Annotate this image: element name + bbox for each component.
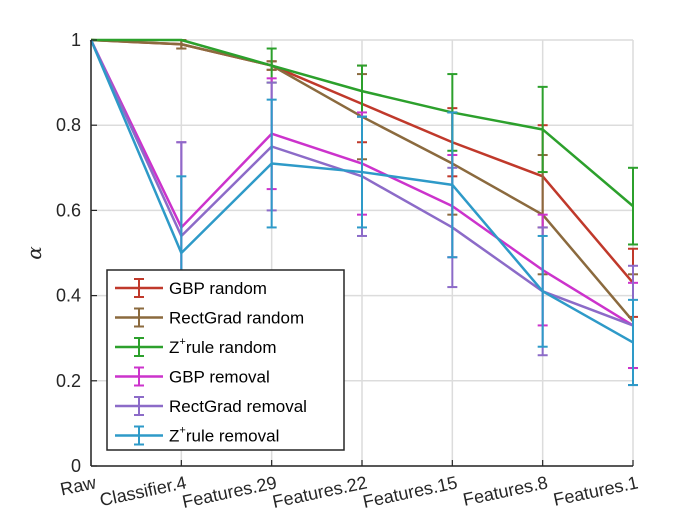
legend-entry: GBP removal bbox=[115, 366, 270, 387]
error-bar bbox=[537, 234, 548, 348]
legend-entry: RectGrad random bbox=[115, 307, 304, 328]
y-tick-label: 0.8 bbox=[56, 115, 81, 135]
legend-entry: GBP random bbox=[115, 278, 267, 298]
legend: GBP random RectGrad random Z+rule random GB… bbox=[106, 269, 345, 451]
legend-label: GBP removal bbox=[169, 368, 270, 387]
error-bar bbox=[266, 98, 277, 229]
legend-entry: Z+rule random bbox=[115, 336, 277, 357]
legend-label: Z+rule removal bbox=[169, 425, 279, 446]
legend-label: RectGrad removal bbox=[169, 397, 307, 416]
legend-entry: RectGrad removal bbox=[115, 396, 307, 416]
error-bar bbox=[628, 298, 638, 387]
y-axis-label: α bbox=[22, 246, 46, 260]
y-tick-label: 0.4 bbox=[56, 286, 81, 306]
legend-box bbox=[106, 269, 345, 451]
error-bar bbox=[447, 111, 458, 259]
error-bar bbox=[357, 115, 367, 229]
error-bar bbox=[628, 166, 638, 246]
y-tick-label: 0.2 bbox=[56, 371, 81, 391]
legend-entry: Z+rule removal bbox=[115, 425, 279, 446]
legend-label: GBP random bbox=[169, 279, 267, 298]
axes bbox=[90, 39, 634, 467]
y-tick-label: 0 bbox=[71, 456, 81, 476]
legend-label: Z+rule random bbox=[169, 336, 277, 357]
y-tick-label: 0.6 bbox=[56, 200, 81, 220]
series-group bbox=[89, 38, 638, 387]
error-bar bbox=[537, 85, 548, 174]
y-tick-label: 1 bbox=[71, 30, 81, 50]
legend-label: RectGrad random bbox=[169, 309, 304, 328]
